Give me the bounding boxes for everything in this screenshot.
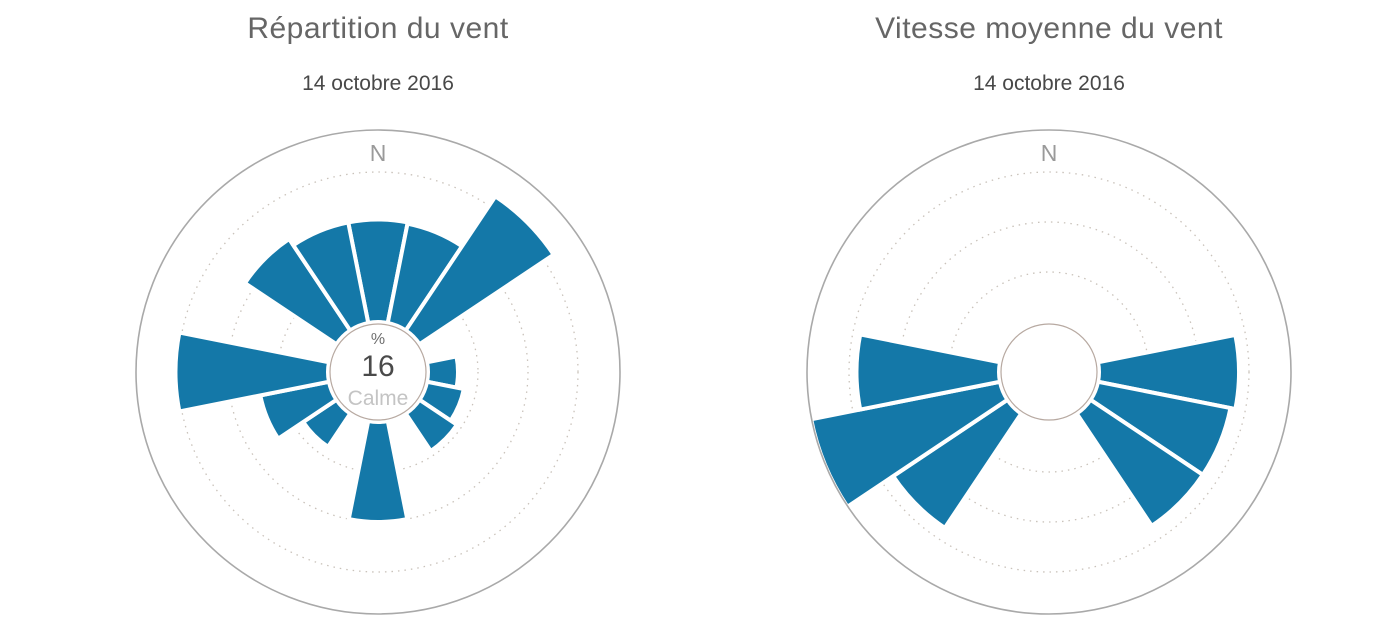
- chart-vitesse-moyenne: Vitesse moyenne du vent 14 octobre 2016 …: [806, 0, 1292, 638]
- wind-petal-SE[interactable]: [403, 397, 460, 454]
- wind-petal-NNW[interactable]: [290, 220, 371, 334]
- wind-petal-W[interactable]: [854, 332, 1003, 412]
- wind-petal-SE[interactable]: [1074, 397, 1206, 529]
- wind-rose-vitesse: N: [804, 127, 1294, 617]
- wind-petal-NE[interactable]: [403, 193, 557, 347]
- chart-repartition-du-vent: Répartition du vent 14 octobre 2016 N % …: [135, 0, 621, 638]
- wind-petal-NW[interactable]: [242, 236, 353, 347]
- outer-circle: [806, 129, 1292, 615]
- wind-rose-repartition: N: [133, 127, 623, 617]
- grid-ring: [177, 171, 579, 573]
- center-hole: [1000, 323, 1098, 421]
- wind-petal-S[interactable]: [346, 418, 410, 525]
- chart-title: Répartition du vent: [247, 12, 509, 45]
- wind-petal-W[interactable]: [173, 330, 332, 414]
- north-label: N: [370, 140, 387, 166]
- grid-ring: [848, 171, 1250, 573]
- grid-ring: [227, 221, 529, 523]
- center-hole: [329, 323, 427, 421]
- chart-subtitle: 14 octobre 2016: [973, 72, 1125, 95]
- outer-circle: [135, 129, 621, 615]
- wind-rose-plot: N: [806, 129, 1292, 615]
- wind-rose-plot: N: [135, 129, 621, 615]
- chart-subtitle: 14 octobre 2016: [302, 72, 454, 95]
- wind-petal-E[interactable]: [1095, 332, 1241, 412]
- north-label: N: [1041, 140, 1058, 166]
- chart-title: Vitesse moyenne du vent: [875, 12, 1223, 45]
